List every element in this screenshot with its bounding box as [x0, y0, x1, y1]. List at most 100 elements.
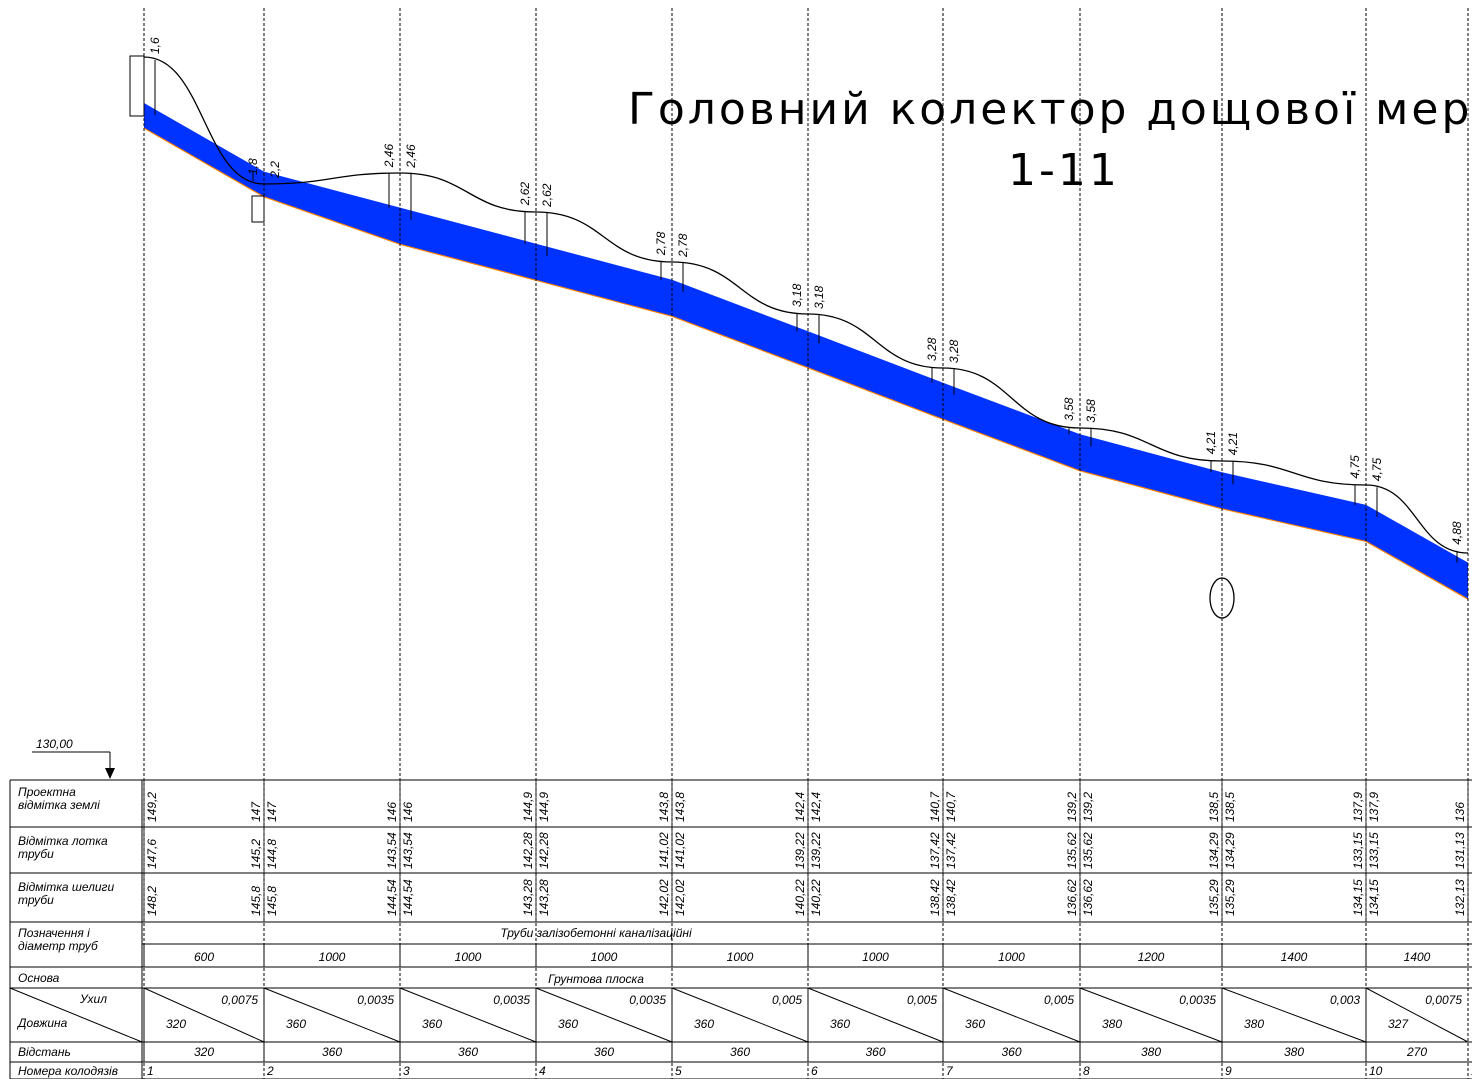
segment-distance: 360: [322, 1045, 342, 1059]
invert-elevation-value: 142,28: [537, 832, 551, 869]
pipe-diameter: 1000: [591, 950, 618, 964]
segment-distance: 360: [594, 1045, 614, 1059]
segment-slope: 0,0035: [629, 993, 666, 1007]
ground-elevation-value: 143,8: [657, 792, 671, 822]
depth-label: 2,78: [654, 231, 668, 256]
ground-elevation-value: 144,9: [537, 792, 551, 822]
depth-label: 3,18: [790, 283, 804, 307]
depth-label: 3,18: [812, 285, 826, 309]
depth-label: 4,75: [1348, 455, 1362, 479]
row-header-length: Довжина: [16, 1016, 68, 1030]
invert-elevation-value: 141,02: [657, 832, 671, 869]
pipe-section-marker: [1209, 577, 1235, 619]
segment-length: 327: [1388, 1017, 1409, 1031]
invert-elevation-value: 147,6: [145, 839, 159, 869]
row-header-slope: Ухил: [79, 992, 107, 1006]
segment-slope: 0,005: [772, 993, 802, 1007]
depth-label: 2,2: [268, 161, 282, 179]
row-header-invert: труби: [18, 847, 54, 861]
ground-elevation-value: 137,9: [1367, 792, 1381, 822]
depth-label: 2,46: [382, 144, 396, 169]
invert-elevation-value: 143,54: [385, 832, 399, 869]
pipe-diameter: 1000: [727, 950, 754, 964]
segment-slope: 0,0075: [1425, 993, 1462, 1007]
segment-slope: 0,0035: [1179, 993, 1216, 1007]
segment-slope: 0,0035: [493, 993, 530, 1007]
row-header-crown: труби: [18, 893, 54, 907]
crown-elevation-value: 135,29: [1223, 879, 1237, 916]
well-marks: [143, 8, 1469, 1079]
invert-elevation-value: 137,42: [944, 832, 958, 869]
segment-slope: 0,005: [1044, 993, 1074, 1007]
well-number: 10: [1369, 1064, 1383, 1078]
crown-elevation-value: 145,8: [249, 886, 263, 916]
pipe-invert-line: [143, 127, 1469, 600]
segment-length: 360: [694, 1017, 714, 1031]
ground-elevation-value: 142,4: [809, 792, 823, 822]
segment-length: 320: [166, 1017, 186, 1031]
pipe-body: [144, 103, 1468, 600]
segment-distance: 360: [865, 1045, 885, 1059]
ground-elevation-value: 137,9: [1351, 792, 1365, 822]
crown-elevation-value: 132,13: [1453, 879, 1467, 916]
title-block: Головний колектор дощової мережі 1-11: [628, 84, 1472, 196]
well-number: 1: [147, 1064, 154, 1078]
invert-elevation-value: 144,8: [265, 839, 279, 869]
crown-elevation-value: 134,15: [1367, 879, 1381, 916]
well-number: 4: [539, 1064, 546, 1078]
ground-elevation-value: 149,2: [145, 792, 159, 822]
segment-distance: 380: [1284, 1045, 1304, 1059]
segment-slope: 0,0035: [357, 993, 394, 1007]
invert-elevation-value: 137,42: [928, 832, 942, 869]
depth-label: 2,46: [404, 144, 418, 169]
ground-elevation-value: 146: [385, 802, 399, 822]
crown-elevation-value: 142,02: [657, 879, 671, 916]
row-header-ground: відмітка землі: [18, 798, 100, 812]
crown-elevation-value: 143,28: [537, 879, 551, 916]
depth-label: 3,28: [947, 339, 961, 363]
invert-elevation-value: 142,28: [521, 832, 535, 869]
ground-elevation-value: 147: [265, 801, 279, 822]
depth-label: 1,6: [148, 37, 162, 54]
row-header-pipe: діаметр труб: [18, 939, 99, 953]
ground-elevation-value: 146: [401, 802, 415, 822]
crown-elevation-value: 142,02: [673, 879, 687, 916]
crown-elevation-value: 140,22: [793, 879, 807, 916]
pipe-diameter: 1200: [1138, 950, 1165, 964]
ground-elevation-value: 140,7: [928, 791, 942, 822]
depth-label: 4,88: [1450, 521, 1464, 545]
crown-elevation-value: 140,22: [809, 879, 823, 916]
depth-label: 4,21: [1204, 431, 1218, 454]
depth-label: 2,62: [540, 183, 554, 208]
crown-elevation-value: 144,54: [401, 879, 415, 916]
ground-elevation-value: 136: [1453, 802, 1467, 822]
invert-elevation-value: 135,62: [1065, 832, 1079, 869]
well-number: 6: [811, 1064, 818, 1078]
crown-elevation-value: 148,2: [145, 886, 159, 916]
invert-elevation-value: 131,13: [1453, 832, 1467, 869]
crown-elevation-value: 143,28: [521, 879, 535, 916]
segment-length: 380: [1244, 1017, 1264, 1031]
crown-elevation-value: 138,42: [944, 879, 958, 916]
row-header-wells: Номера колодязів: [18, 1064, 118, 1078]
row-header-base: Основа: [18, 971, 60, 985]
well-number: 8: [1083, 1064, 1090, 1078]
invert-elevation-value: 134,29: [1207, 832, 1221, 869]
depth-label: 1,8: [246, 158, 260, 175]
pipe-diameter: 1000: [319, 950, 346, 964]
well-number: 5: [675, 1064, 682, 1078]
well-number: 3: [403, 1064, 410, 1078]
datum: 130,00: [32, 737, 115, 779]
depth-label: 4,21: [1226, 432, 1240, 455]
invert-elevation-value: 139,22: [809, 832, 823, 869]
crown-elevation-value: 136,62: [1065, 879, 1079, 916]
pipe-diameter: 600: [194, 950, 214, 964]
row-header-ground: Проектна: [18, 785, 76, 799]
segment-length: 360: [558, 1017, 578, 1031]
segment-distance: 360: [1001, 1045, 1021, 1059]
segment-distance: 320: [194, 1045, 214, 1059]
invert-elevation-value: 134,29: [1223, 832, 1237, 869]
drawing-title: Головний колектор дощової мережі: [628, 84, 1472, 135]
